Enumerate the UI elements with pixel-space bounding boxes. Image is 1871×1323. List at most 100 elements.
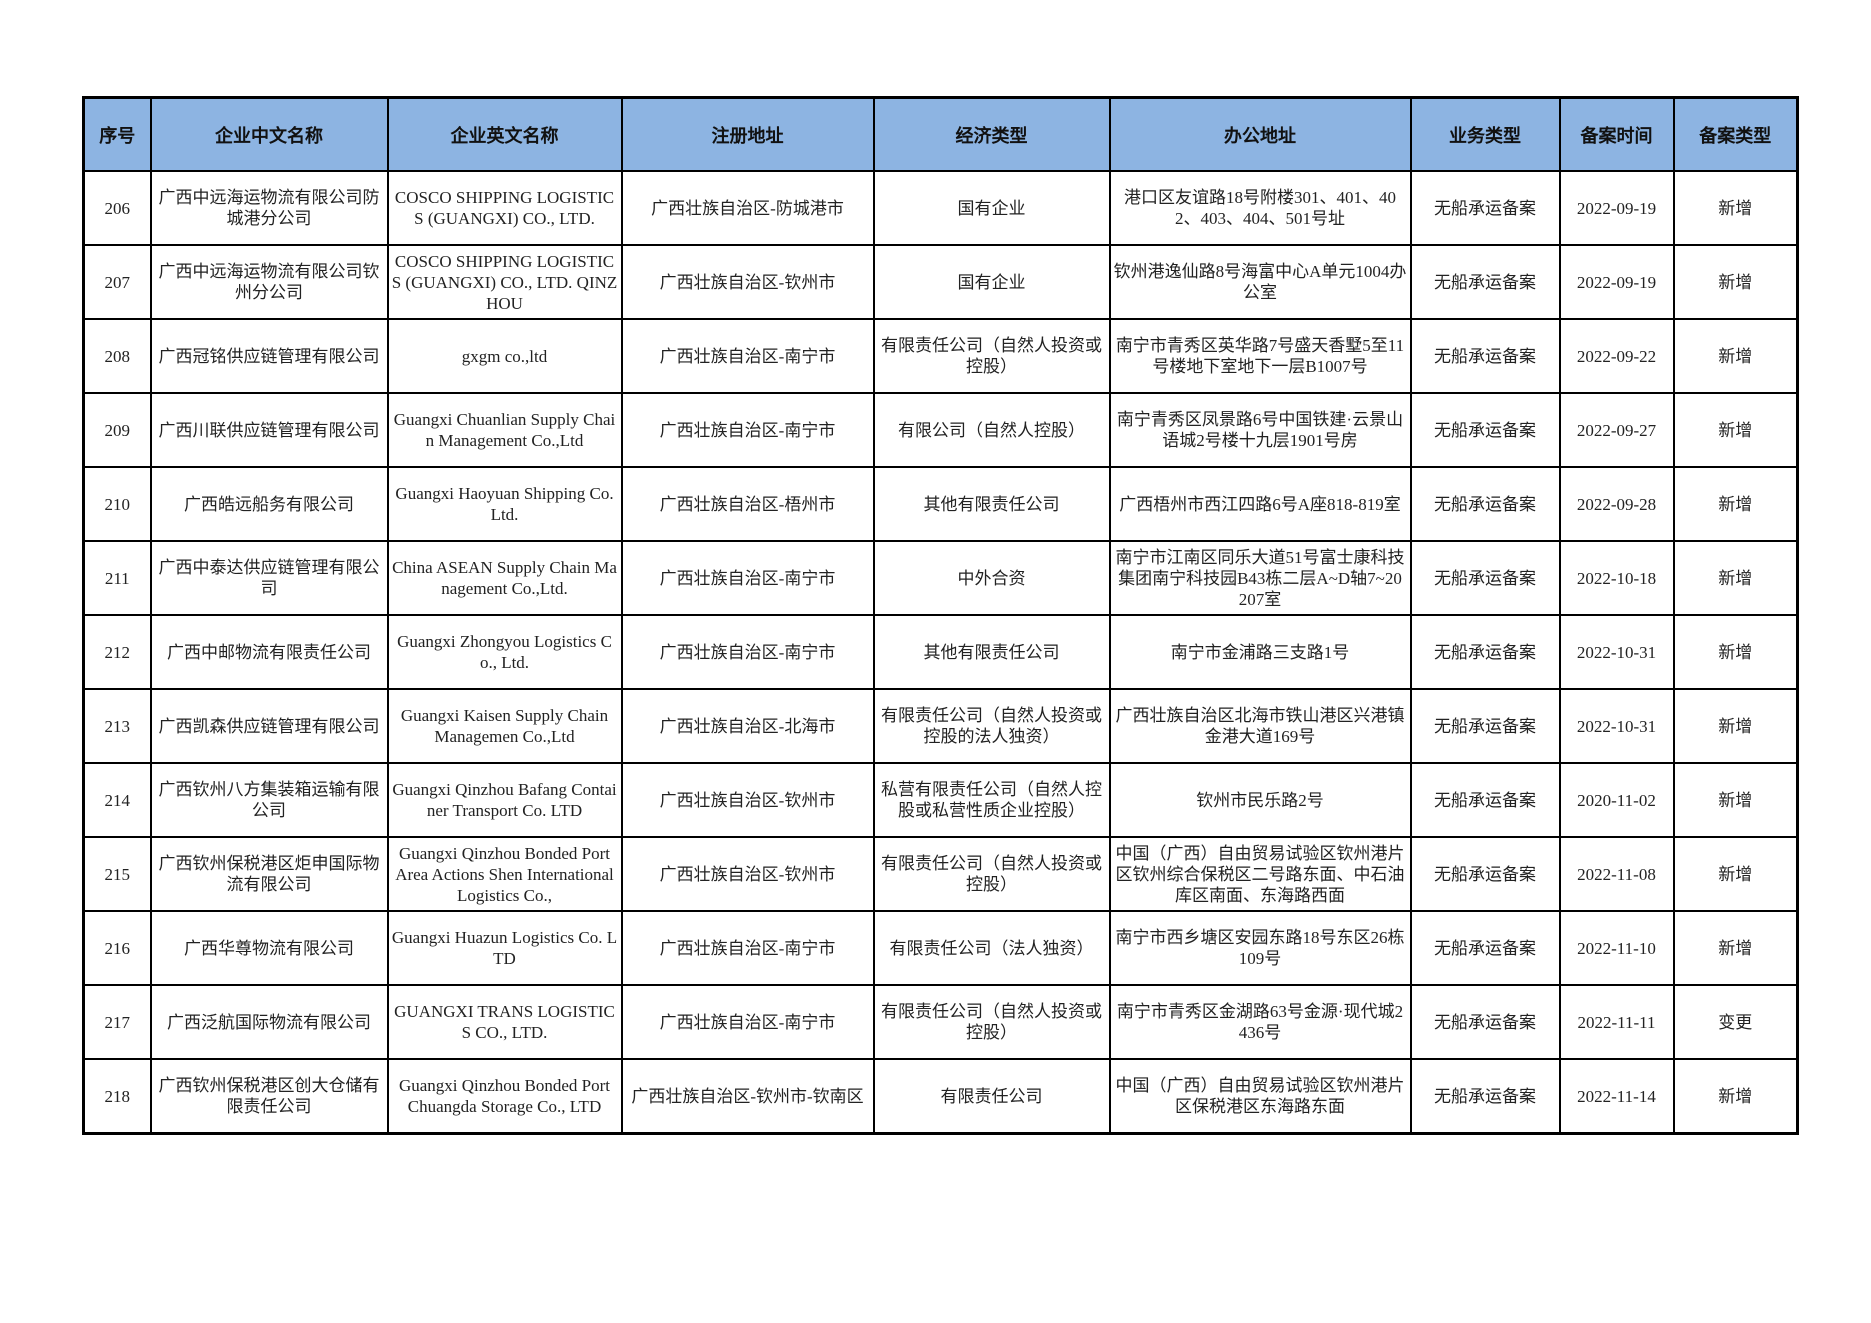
- cell-economic-type: 有限责任公司（法人独资）: [872, 910, 1111, 986]
- cell-business-type: 无船承运备案: [1409, 1058, 1561, 1135]
- cell-business-type: 无船承运备案: [1409, 466, 1561, 542]
- cell-registered-address: 广西壮族自治区-南宁市: [620, 318, 875, 394]
- cell-economic-type: 有限责任公司（自然人投资或控股的法人独资）: [872, 688, 1111, 764]
- table-body: 206 广西中远海运物流有限公司防城港分公司 COSCO SHIPPING LOGI…: [82, 170, 1799, 1135]
- filing-table-sheet: 序号 企业中文名称 企业英文名称 注册地址 经济类型 办公地址 业务类型 备案时间 备案类型 2…: [82, 96, 1799, 1135]
- cell-company-chinese-name: 广西中远海运物流有限公司防城港分公司: [149, 170, 389, 246]
- cell-serial-number: 218: [82, 1058, 152, 1135]
- cell-office-address: 南宁市青秀区英华路7号盛天香墅5至11号楼地下室地下一层B1007号: [1108, 318, 1412, 394]
- header-filing-date: 备案时间: [1558, 96, 1675, 172]
- cell-company-chinese-name: 广西凯森供应链管理有限公司: [149, 688, 389, 764]
- cell-serial-number: 215: [82, 836, 152, 912]
- cell-economic-type: 私营有限责任公司（自然人控股或私营性质企业控股）: [872, 762, 1111, 838]
- cell-office-address: 南宁市青秀区金湖路63号金源·现代城2436号: [1108, 984, 1412, 1060]
- cell-business-type: 无船承运备案: [1409, 984, 1561, 1060]
- cell-serial-number: 206: [82, 170, 152, 246]
- cell-business-type: 无船承运备案: [1409, 762, 1561, 838]
- table-header-row: 序号 企业中文名称 企业英文名称 注册地址 经济类型 办公地址 业务类型 备案时间 备案类型: [82, 96, 1799, 172]
- cell-company-english-name: COSCO SHIPPING LOGISTICS (GUANGXI) CO., …: [386, 244, 623, 320]
- cell-registered-address: 广西壮族自治区-南宁市: [620, 540, 875, 616]
- table-row: 209 广西川联供应链管理有限公司 Guangxi Chuanlian Supply…: [82, 392, 1799, 468]
- cell-company-english-name: Guangxi Huazun Logistics Co. LTD: [386, 910, 623, 986]
- cell-filing-date: 2022-09-22: [1558, 318, 1675, 394]
- cell-office-address: 广西壮族自治区北海市铁山港区兴港镇金港大道169号: [1108, 688, 1412, 764]
- cell-company-english-name: Guangxi Chuanlian Supply Chain Managemen…: [386, 392, 623, 468]
- cell-company-chinese-name: 广西中泰达供应链管理有限公司: [149, 540, 389, 616]
- cell-company-english-name: COSCO SHIPPING LOGISTICS (GUANGXI) CO., …: [386, 170, 623, 246]
- cell-company-chinese-name: 广西泛航国际物流有限公司: [149, 984, 389, 1060]
- table-row: 216 广西华尊物流有限公司 Guangxi Huazun Logistics Co…: [82, 910, 1799, 986]
- cell-company-english-name: Guangxi Zhongyou Logistics Co., Ltd.: [386, 614, 623, 690]
- cell-economic-type: 中外合资: [872, 540, 1111, 616]
- cell-filing-date: 2022-09-19: [1558, 170, 1675, 246]
- cell-office-address: 南宁市西乡塘区安园东路18号东区26栋109号: [1108, 910, 1412, 986]
- cell-company-english-name: China ASEAN Supply Chain Management Co.,…: [386, 540, 623, 616]
- cell-serial-number: 209: [82, 392, 152, 468]
- cell-registered-address: 广西壮族自治区-南宁市: [620, 910, 875, 986]
- cell-filing-date: 2022-09-27: [1558, 392, 1675, 468]
- cell-company-chinese-name: 广西中邮物流有限责任公司: [149, 614, 389, 690]
- cell-business-type: 无船承运备案: [1409, 170, 1561, 246]
- cell-serial-number: 216: [82, 910, 152, 986]
- cell-filing-date: 2022-09-28: [1558, 466, 1675, 542]
- cell-business-type: 无船承运备案: [1409, 318, 1561, 394]
- cell-filing-date: 2022-11-08: [1558, 836, 1675, 912]
- cell-serial-number: 211: [82, 540, 152, 616]
- header-business-type: 业务类型: [1409, 96, 1561, 172]
- cell-filing-date: 2020-11-02: [1558, 762, 1675, 838]
- cell-company-chinese-name: 广西皓远船务有限公司: [149, 466, 389, 542]
- table-row: 211 广西中泰达供应链管理有限公司 China ASEAN Supply Chai…: [82, 540, 1799, 616]
- cell-office-address: 港口区友谊路18号附楼301、401、402、403、404、501号址: [1108, 170, 1412, 246]
- table-row: 208 广西冠铭供应链管理有限公司 gxgm co.,ltd 广西壮族自治区-南宁市有…: [82, 318, 1799, 394]
- cell-office-address: 中国（广西）自由贸易试验区钦州港片区钦州综合保税区二号路东面、中石油库区南面、东…: [1108, 836, 1412, 912]
- cell-filing-type: 新增: [1672, 614, 1799, 690]
- cell-filing-type: 新增: [1672, 392, 1799, 468]
- cell-business-type: 无船承运备案: [1409, 540, 1561, 616]
- cell-registered-address: 广西壮族自治区-南宁市: [620, 984, 875, 1060]
- cell-filing-type: 变更: [1672, 984, 1799, 1060]
- header-economic-type: 经济类型: [872, 96, 1111, 172]
- cell-filing-date: 2022-11-14: [1558, 1058, 1675, 1135]
- cell-economic-type: 国有企业: [872, 170, 1111, 246]
- cell-registered-address: 广西壮族自治区-钦州市: [620, 836, 875, 912]
- cell-registered-address: 广西壮族自治区-防城港市: [620, 170, 875, 246]
- cell-company-english-name: Guangxi Qinzhou Bafang Container Transpo…: [386, 762, 623, 838]
- cell-economic-type: 有限公司（自然人控股）: [872, 392, 1111, 468]
- cell-company-chinese-name: 广西钦州保税港区创大仓储有限责任公司: [149, 1058, 389, 1135]
- cell-economic-type: 有限责任公司: [872, 1058, 1111, 1135]
- cell-filing-type: 新增: [1672, 244, 1799, 320]
- cell-registered-address: 广西壮族自治区-北海市: [620, 688, 875, 764]
- table-row: 214 广西钦州八方集装箱运输有限公司 Guangxi Qinzhou Bafang…: [82, 762, 1799, 838]
- cell-serial-number: 212: [82, 614, 152, 690]
- cell-office-address: 钦州市民乐路2号: [1108, 762, 1412, 838]
- cell-company-chinese-name: 广西钦州保税港区炬申国际物流有限公司: [149, 836, 389, 912]
- cell-business-type: 无船承运备案: [1409, 910, 1561, 986]
- cell-economic-type: 有限责任公司（自然人投资或控股）: [872, 318, 1111, 394]
- cell-filing-type: 新增: [1672, 318, 1799, 394]
- cell-filing-type: 新增: [1672, 836, 1799, 912]
- cell-office-address: 南宁市金浦路三支路1号: [1108, 614, 1412, 690]
- header-serial-number: 序号: [82, 96, 152, 172]
- header-registered-address: 注册地址: [620, 96, 875, 172]
- cell-economic-type: 其他有限责任公司: [872, 614, 1111, 690]
- cell-office-address: 南宁青秀区凤景路6号中国铁建·云景山语城2号楼十九层1901号房: [1108, 392, 1412, 468]
- cell-registered-address: 广西壮族自治区-南宁市: [620, 614, 875, 690]
- table-row: 210 广西皓远船务有限公司 Guangxi Haoyuan Shipping Co…: [82, 466, 1799, 542]
- table-row: 215 广西钦州保税港区炬申国际物流有限公司 Guangxi Qinzhou Bon…: [82, 836, 1799, 912]
- cell-serial-number: 214: [82, 762, 152, 838]
- cell-filing-type: 新增: [1672, 1058, 1799, 1135]
- cell-company-chinese-name: 广西冠铭供应链管理有限公司: [149, 318, 389, 394]
- header-filing-type: 备案类型: [1672, 96, 1799, 172]
- cell-company-english-name: GUANGXI TRANS LOGISTICS CO., LTD.: [386, 984, 623, 1060]
- table-row: 212 广西中邮物流有限责任公司 Guangxi Zhongyou Logistic…: [82, 614, 1799, 690]
- cell-filing-date: 2022-10-18: [1558, 540, 1675, 616]
- cell-filing-date: 2022-10-31: [1558, 688, 1675, 764]
- cell-filing-type: 新增: [1672, 910, 1799, 986]
- cell-filing-date: 2022-11-11: [1558, 984, 1675, 1060]
- cell-registered-address: 广西壮族自治区-南宁市: [620, 392, 875, 468]
- cell-company-chinese-name: 广西川联供应链管理有限公司: [149, 392, 389, 468]
- cell-company-english-name: Guangxi Kaisen Supply Chain Managemen Co…: [386, 688, 623, 764]
- cell-economic-type: 有限责任公司（自然人投资或控股）: [872, 836, 1111, 912]
- cell-serial-number: 213: [82, 688, 152, 764]
- cell-registered-address: 广西壮族自治区-钦州市-钦南区: [620, 1058, 875, 1135]
